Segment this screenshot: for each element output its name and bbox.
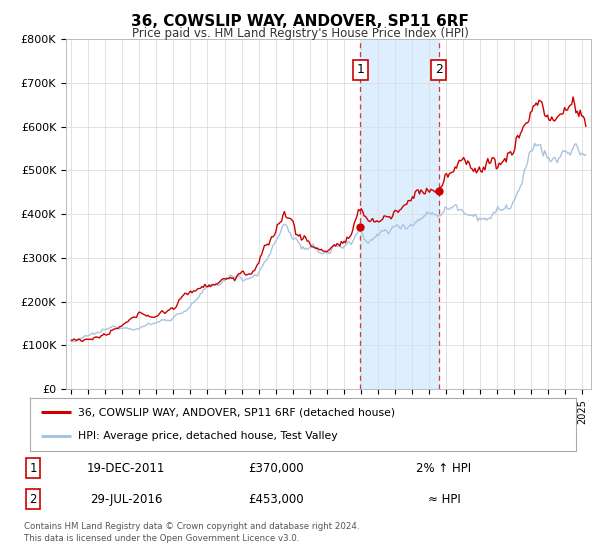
Bar (361, 39, 439, 389)
Text: 2% ↑ HPI: 2% ↑ HPI (416, 461, 472, 475)
Text: 19-DEC-2011: 19-DEC-2011 (87, 461, 165, 475)
Text: 1: 1 (356, 63, 364, 76)
Text: ≈ HPI: ≈ HPI (428, 493, 460, 506)
Text: £453,000: £453,000 (248, 493, 304, 506)
Text: 1: 1 (29, 461, 37, 475)
Text: Contains HM Land Registry data © Crown copyright and database right 2024.
This d: Contains HM Land Registry data © Crown c… (24, 522, 359, 543)
Text: £370,000: £370,000 (248, 461, 304, 475)
Text: Price paid vs. HM Land Registry's House Price Index (HPI): Price paid vs. HM Land Registry's House … (131, 27, 469, 40)
Text: 36, COWSLIP WAY, ANDOVER, SP11 6RF (detached house): 36, COWSLIP WAY, ANDOVER, SP11 6RF (deta… (78, 408, 395, 418)
Text: HPI: Average price, detached house, Test Valley: HPI: Average price, detached house, Test… (78, 431, 338, 441)
Text: 29-JUL-2016: 29-JUL-2016 (90, 493, 162, 506)
Text: 2: 2 (29, 493, 37, 506)
Text: 2: 2 (435, 63, 443, 76)
Text: 36, COWSLIP WAY, ANDOVER, SP11 6RF: 36, COWSLIP WAY, ANDOVER, SP11 6RF (131, 14, 469, 29)
